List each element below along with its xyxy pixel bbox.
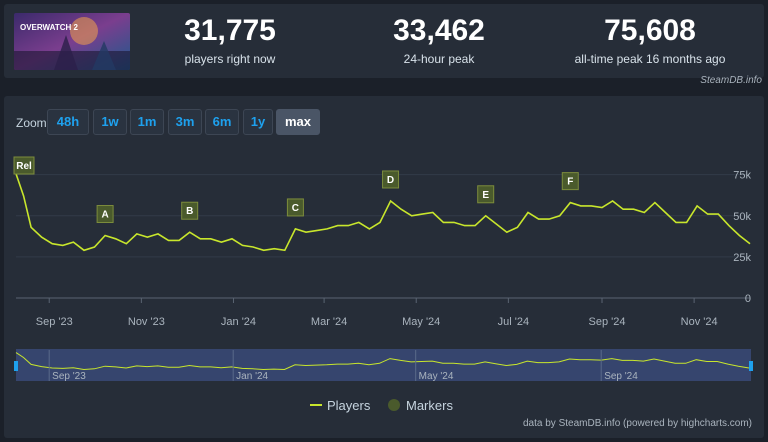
svg-text:OVERWATCH 2: OVERWATCH 2 — [20, 23, 78, 32]
navigator-label: Jan '24 — [236, 371, 268, 382]
marker-label: F — [567, 177, 573, 188]
stat-24h-peak: 33,462 24-hour peak — [354, 14, 524, 66]
navigator-label: May '24 — [419, 371, 454, 382]
navigator-label: Sep '23 — [52, 371, 86, 382]
navigator: Sep '23 Jan '24 May '24 Sep '24 — [14, 349, 753, 382]
y-tick-label: 75k — [733, 170, 751, 182]
chart-markers: Rel A B C D E F — [13, 156, 579, 224]
stat-current: 31,775 players right now — [145, 14, 315, 66]
marker-label: B — [186, 206, 193, 217]
stats-bar: OVERWATCH 2 31,775 players right now 33,… — [4, 4, 764, 78]
marker-flag — [561, 172, 579, 191]
chart-grid — [16, 174, 750, 299]
navigator-label: Sep '24 — [604, 371, 638, 382]
x-tick-label: Jan '24 — [221, 316, 256, 328]
x-axis-ticks: Sep '23 Nov '23 Jan '24 Mar '24 May '24 Jul '… — [36, 298, 718, 328]
data-source[interactable]: data by SteamDB.info (powered by highcha… — [523, 418, 752, 429]
x-tick-label: Sep '23 — [36, 316, 73, 328]
y-tick-label: 50k — [733, 211, 751, 223]
legend-markers-item[interactable] — [388, 399, 400, 411]
marker-label: D — [387, 175, 394, 186]
x-tick-label: Nov '23 — [128, 316, 165, 328]
current-players-label: players right now — [184, 52, 276, 66]
y-tick-label: 25k — [733, 252, 751, 264]
zoom-1w-button[interactable]: 1w — [93, 109, 127, 135]
players-line — [15, 173, 751, 252]
navigator-handle-left[interactable] — [14, 361, 18, 371]
marker-flag — [382, 170, 400, 189]
x-tick-label: May '24 — [402, 316, 440, 328]
marker-flag — [477, 185, 495, 204]
zoom-3m-button[interactable]: 3m — [168, 109, 202, 135]
y-tick-label: 0 — [745, 293, 751, 305]
legend-players-label[interactable]: Players — [327, 398, 371, 413]
game-thumbnail[interactable]: OVERWATCH 2 — [14, 13, 130, 70]
game-thumbnail-art: OVERWATCH 2 — [14, 13, 130, 70]
navigator-players-line — [15, 352, 750, 371]
zoom-6m-button[interactable]: 6m — [205, 109, 239, 135]
stat-alltime-peak: 75,608 all-time peak 16 months ago — [565, 14, 735, 66]
marker-flag — [286, 198, 304, 217]
zoom-1y-button[interactable]: 1y — [243, 109, 273, 135]
x-tick-label: Sep '24 — [589, 316, 626, 328]
legend-markers-label[interactable]: Markers — [406, 398, 453, 413]
marker-flag — [96, 205, 114, 224]
marker-label: C — [292, 203, 299, 214]
zoom-max-button[interactable]: max — [276, 109, 320, 135]
marker-flag — [181, 201, 199, 220]
peak-24h-label: 24-hour peak — [403, 52, 475, 66]
x-tick-label: Jul '24 — [498, 316, 529, 328]
x-tick-label: Nov '24 — [681, 316, 718, 328]
alltime-peak-value: 75,608 — [604, 14, 696, 47]
navigator-selection[interactable] — [16, 349, 751, 381]
zoom-1m-button[interactable]: 1m — [130, 109, 164, 135]
marker-label: E — [482, 190, 489, 201]
y-axis-ticks: 0 25k 50k 75k — [733, 170, 751, 305]
alltime-peak-label: all-time peak 16 months ago — [574, 52, 726, 66]
peak-24h-value: 33,462 — [393, 14, 485, 47]
marker-label: Rel — [16, 161, 32, 172]
zoom-48h-button[interactable]: 48h — [47, 109, 89, 135]
marker-label: A — [101, 210, 108, 221]
x-tick-label: Mar '24 — [311, 316, 347, 328]
marker-flag — [13, 156, 35, 175]
zoom-label: Zoom — [16, 116, 47, 130]
legend-markers-swatch — [388, 399, 400, 411]
steamdb-credit[interactable]: SteamDB.info — [700, 75, 762, 86]
navigator-labels: Sep '23 Jan '24 May '24 Sep '24 — [48, 350, 638, 382]
current-players-value: 31,775 — [184, 14, 276, 47]
navigator-handle-right[interactable] — [749, 361, 753, 371]
